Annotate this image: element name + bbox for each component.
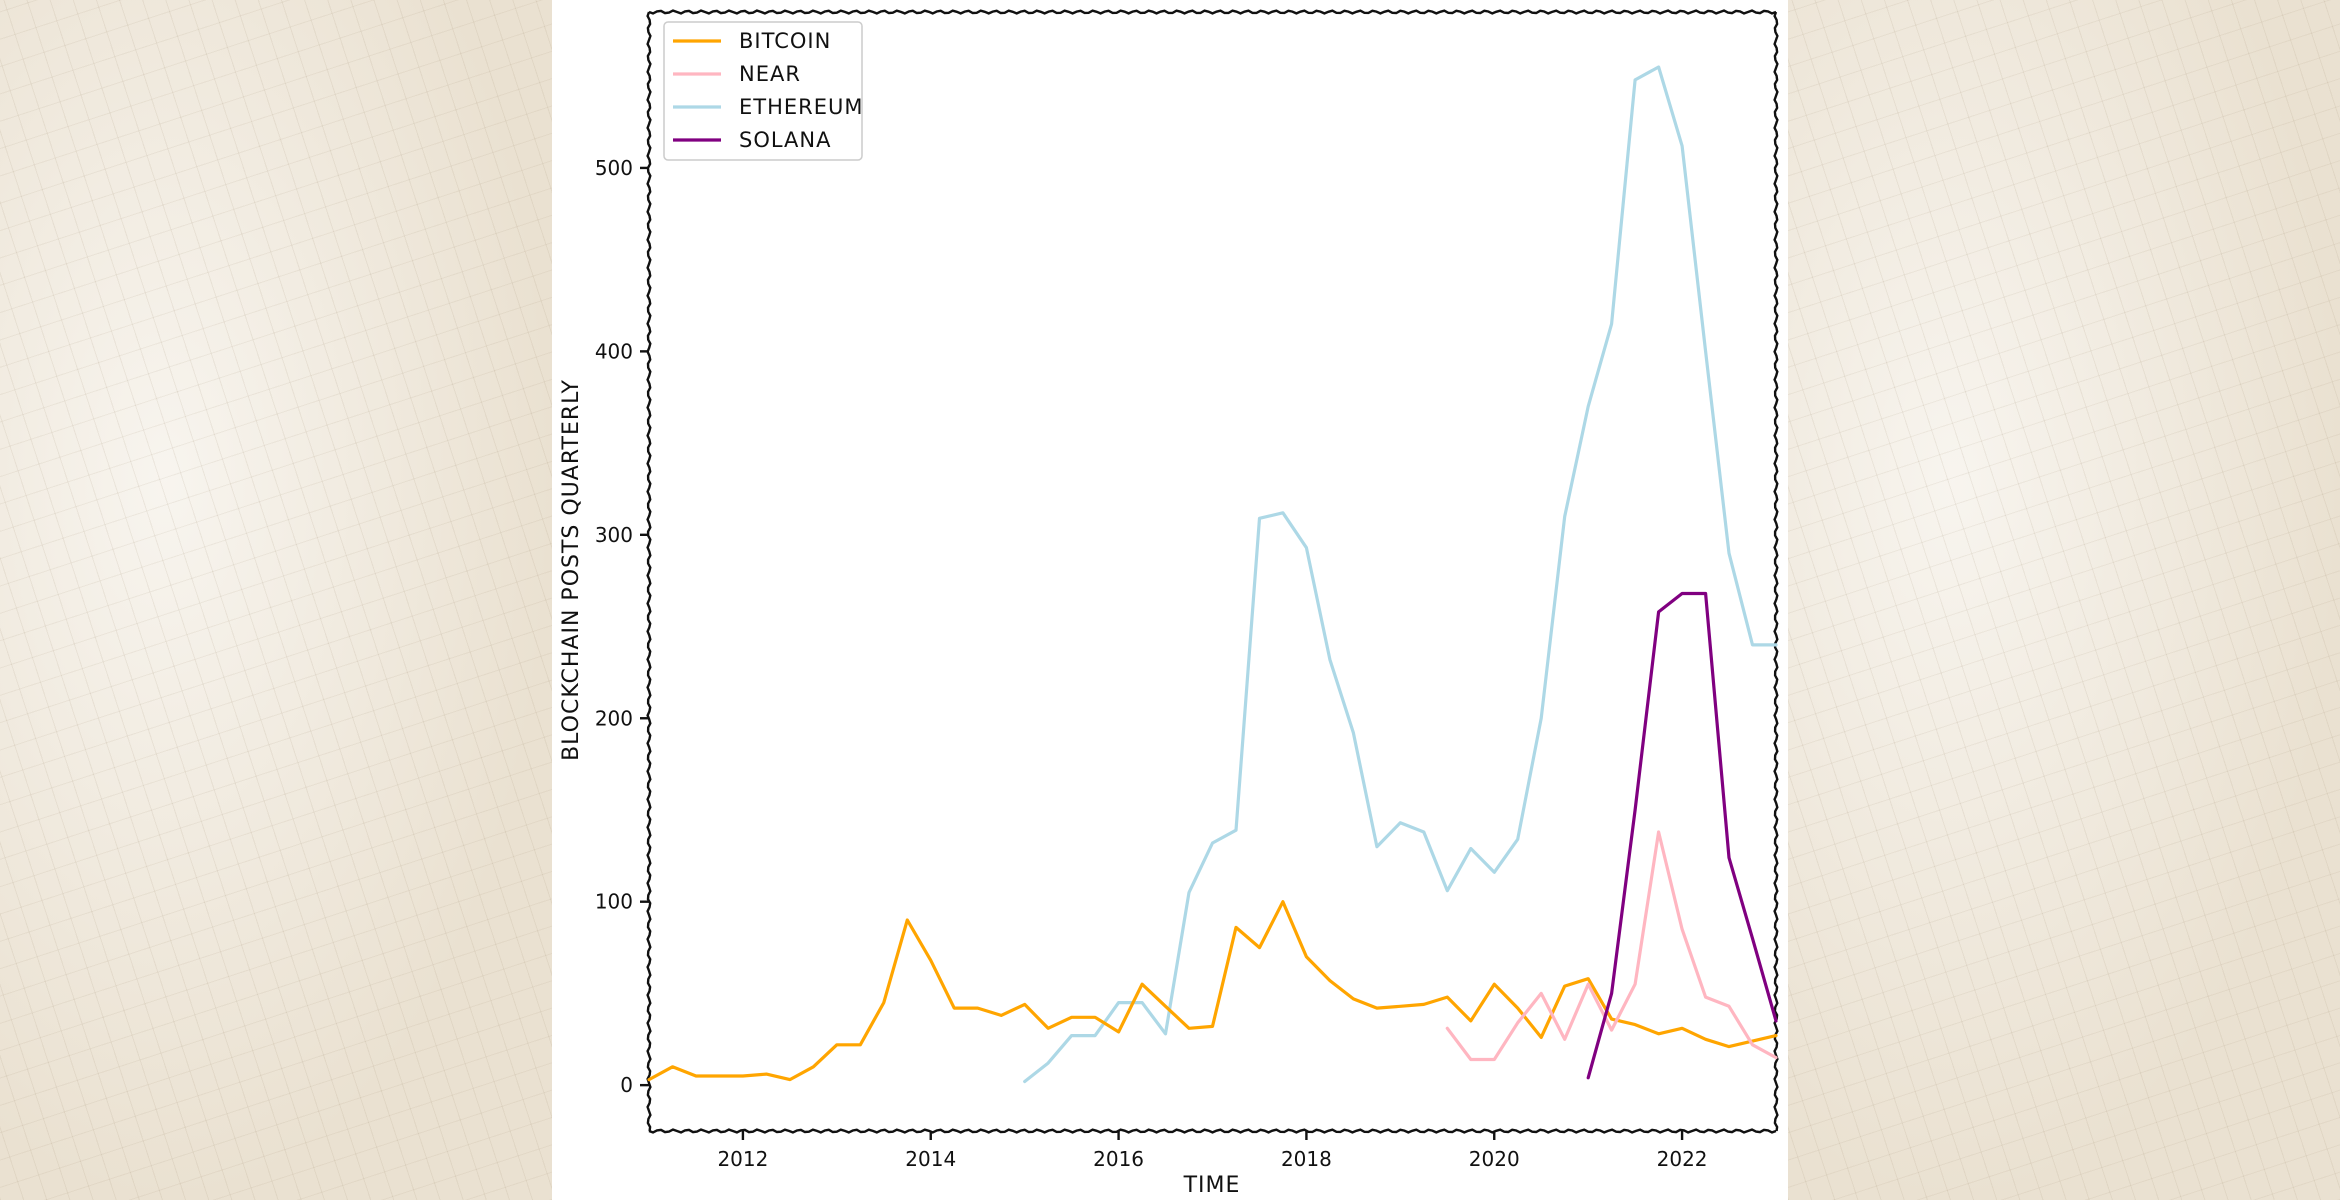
x-tick-label: 2012 [717,1147,768,1171]
line-chart: 0 100 200 300 400 500 2012 2014 2016 2018 2020 202… [559,9,1779,1198]
series-line-ethereum [1023,65,1778,1084]
legend-label: SOLANA [739,128,831,152]
frame-left [646,11,652,1132]
background-left [0,0,552,1200]
y-tick-label: 300 [595,523,633,547]
chart-figure: 0 100 200 300 400 500 2012 2014 2016 2018 2020 202… [552,0,1788,1200]
series-line-bitcoin [647,900,1778,1082]
x-tick-label: 2014 [905,1147,956,1171]
legend-label: ETHEREUM [739,95,864,119]
series-line-solana [1586,591,1778,1080]
legend-label: BITCOIN [739,29,831,53]
x-tick-label: 2020 [1469,1147,1520,1171]
y-tick-label: 0 [620,1073,633,1097]
legend: BITCOIN NEAR ETHEREUM SOLANA [663,21,864,161]
background-right [1788,0,2340,1200]
legend-box [663,21,863,161]
y-axis: 0 100 200 300 400 500 [595,156,649,1097]
x-tick-label: 2016 [1093,1147,1144,1171]
frame-top [648,9,1777,15]
x-tick-label: 2022 [1657,1147,1708,1171]
y-tick-label: 100 [595,890,633,914]
y-tick-label: 400 [595,339,633,363]
y-axis-label: BLOCKCHAIN POSTS QUARTERLY [559,379,584,761]
series-line-near [1445,830,1778,1062]
y-tick-label: 500 [595,156,633,180]
y-tick-label: 200 [595,706,633,730]
series-layer [647,65,1778,1084]
frame-bottom [648,1128,1777,1134]
plot-frame [646,9,1779,1134]
frame-right [1773,11,1779,1132]
x-tick-label: 2018 [1281,1147,1332,1171]
legend-label: NEAR [739,62,801,86]
x-axis: 2012 2014 2016 2018 2020 2022 [717,1131,1708,1171]
x-axis-label: TIME [1183,1173,1241,1198]
